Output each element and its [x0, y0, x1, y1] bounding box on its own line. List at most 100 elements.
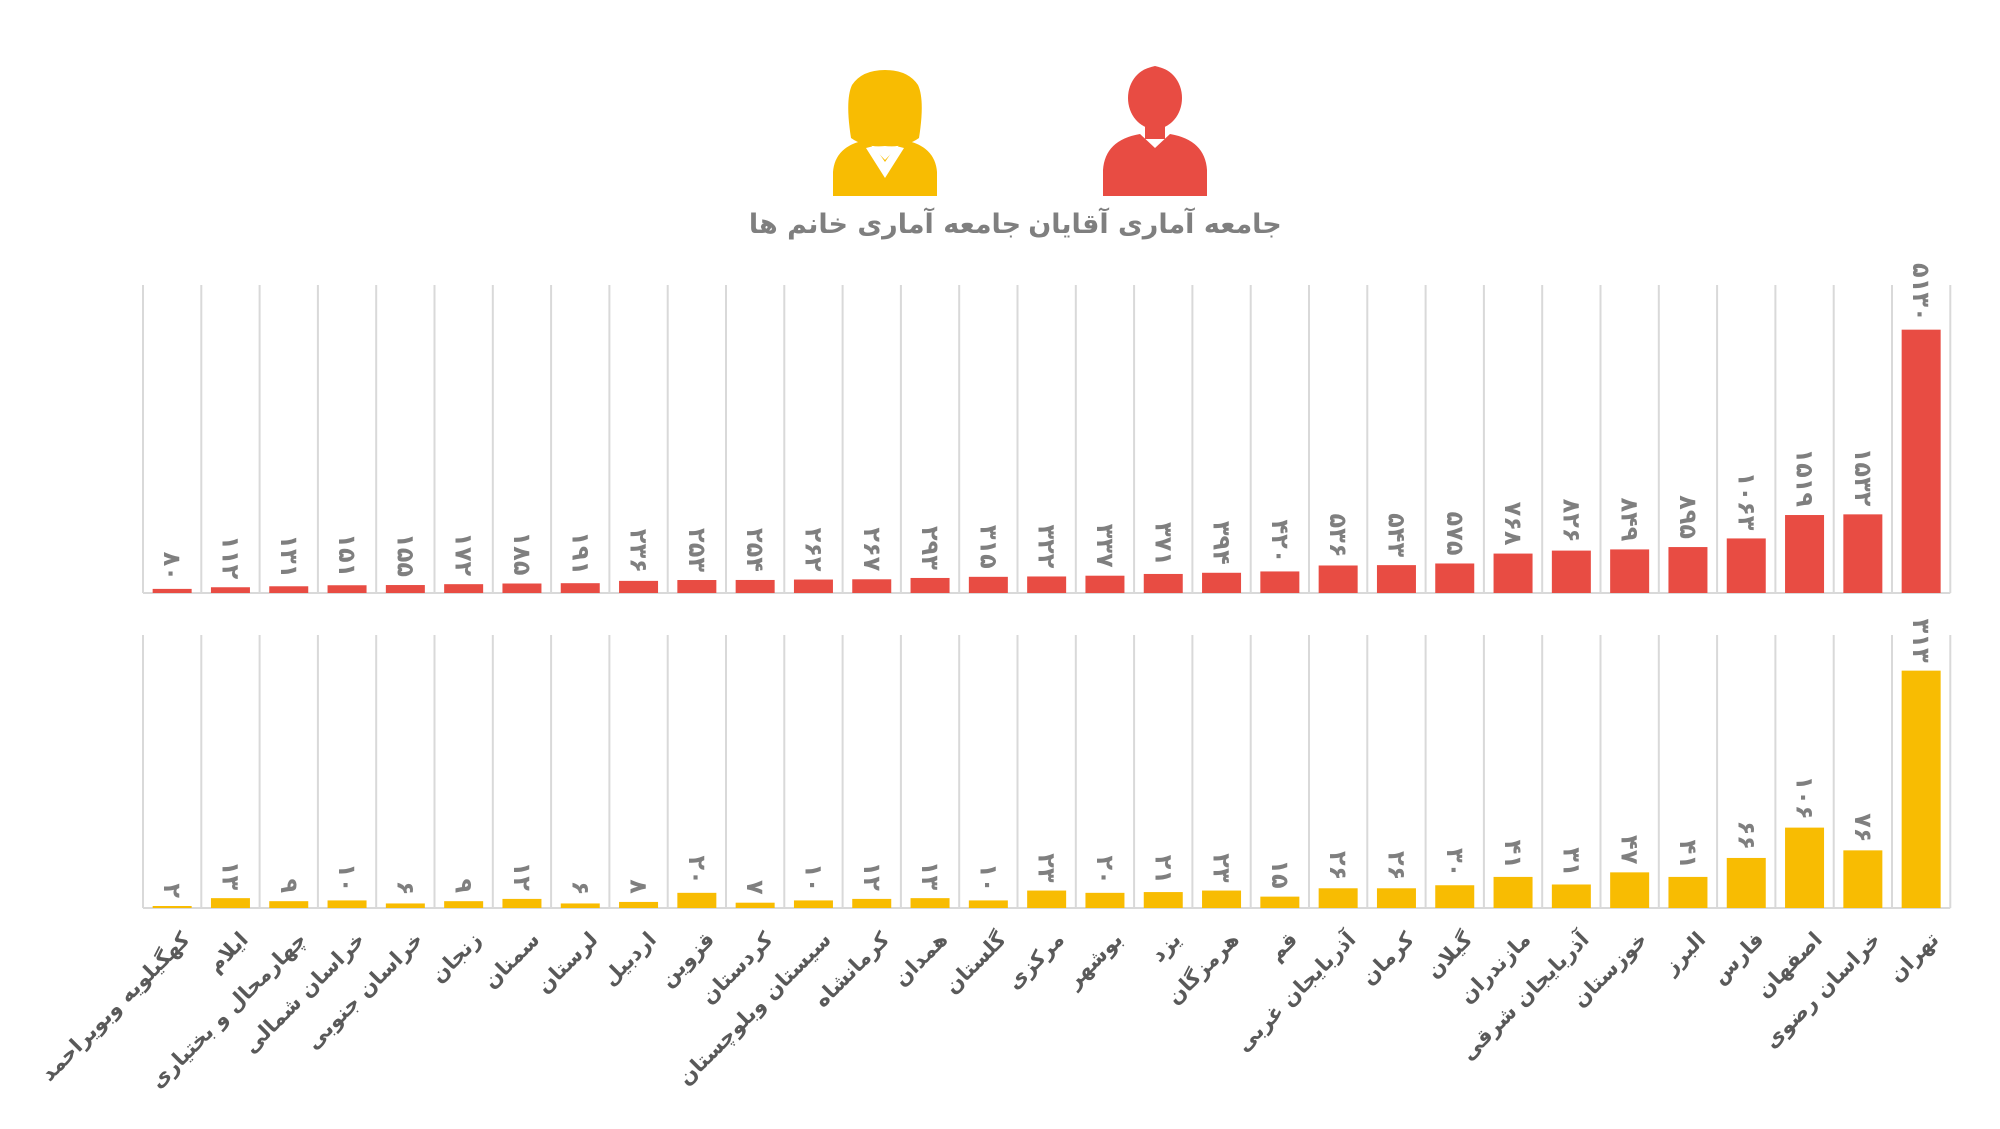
men-bar — [269, 586, 309, 593]
women-data-label: ۷ — [741, 880, 769, 895]
men-bar — [1260, 571, 1300, 593]
women-bar — [1376, 888, 1416, 908]
women-bar — [1785, 827, 1825, 908]
women-bar — [327, 900, 367, 908]
category-label: تهران — [1884, 927, 1943, 986]
men-data-label: ۲۳۶ — [625, 529, 653, 573]
men-bar — [1726, 538, 1766, 593]
women-data-label: ۱۳ — [916, 861, 944, 891]
men-bar — [1027, 576, 1067, 593]
women-data-label: ۱۲ — [508, 862, 536, 892]
men-data-label: ۸۲۶ — [1557, 499, 1585, 543]
women-bar — [793, 900, 833, 908]
women-data-label: ۱۰ — [333, 863, 361, 892]
men-bar — [793, 579, 833, 593]
men-data-label: ۳۳۷ — [1091, 524, 1119, 568]
women-bar — [1726, 857, 1766, 908]
men-data-label: ۴۲۰ — [1266, 519, 1294, 563]
men-data-label: ۸۰ — [158, 552, 186, 581]
women-data-label: ۲۳ — [1208, 853, 1236, 883]
men-data-label: ۳۱۵ — [974, 525, 1002, 569]
legend: جامعه آماری آقایان جامعه آماری خانم ها — [749, 66, 1282, 240]
men-bar — [1376, 565, 1416, 593]
women-bar — [502, 898, 542, 908]
women-bar — [1493, 876, 1533, 908]
men-data-label: ۵۱۳۰ — [1907, 263, 1935, 322]
men-bar — [560, 583, 600, 593]
men-bar — [210, 587, 250, 593]
category-label: لرستان — [532, 927, 603, 998]
men-bar-panel: ۸۰ ۱۱۲ ۱۳۱ ۱۵۱ ۱۵۵ ۱۷۲ ۱۸۵ ۱۹۱ ۲۳۶ ۲۵۳ ۲۵۴ ۲۶۲ ۲۶۷ ۲۹… — [142, 263, 1952, 594]
men-bar — [444, 584, 484, 593]
women-data-label: ۲ — [158, 883, 186, 898]
men-data-label: ۱۵۵ — [391, 533, 419, 577]
men-data-label: ۸۹۵ — [1674, 495, 1702, 539]
men-bar — [1785, 515, 1825, 593]
men-data-label: ۱۷۲ — [450, 532, 478, 576]
category-label: یزد — [1146, 927, 1185, 966]
men-bar — [1435, 563, 1475, 593]
women-bar — [619, 901, 659, 908]
men-data-label: ۲۵۴ — [741, 528, 769, 572]
men-bar — [1493, 553, 1533, 593]
men-data-label: ۷۶۸ — [1499, 502, 1527, 546]
men-bar — [152, 588, 192, 593]
women-data-label: ۳۱ — [1557, 847, 1585, 876]
men-bar — [1843, 514, 1883, 593]
men-data-label: ۱۵۳۲ — [1849, 448, 1877, 507]
men-bar — [385, 585, 425, 593]
women-bar — [385, 903, 425, 908]
women-bar — [1202, 890, 1242, 908]
women-bar — [560, 903, 600, 908]
category-label: گیلان — [1421, 926, 1478, 983]
women-data-label: ۶ — [566, 881, 594, 896]
men-bar — [1318, 565, 1358, 593]
women-bar — [1843, 850, 1883, 908]
women-data-label: ۴۱ — [1674, 840, 1702, 869]
women-bar — [152, 906, 192, 908]
men-data-label: ۲۶۲ — [799, 528, 827, 572]
women-data-label: ۹ — [450, 879, 478, 894]
category-label: گلستان — [939, 926, 1011, 998]
men-bar — [968, 576, 1008, 593]
men-data-label: ۵۴۳ — [1382, 513, 1410, 557]
women-bar — [1551, 884, 1591, 908]
category-label: قم — [1264, 927, 1302, 965]
women-data-label: ۳۱۳ — [1907, 619, 1935, 663]
women-data-label: ۱۰ — [799, 863, 827, 892]
women-data-label: ۲۳ — [1033, 853, 1061, 883]
women-bar — [1027, 890, 1067, 908]
women-bar — [1668, 876, 1708, 908]
women-bar — [1610, 872, 1650, 908]
women-bar — [1318, 888, 1358, 908]
men-bar — [735, 579, 775, 593]
women-data-label: ۱۲ — [858, 862, 886, 892]
women-bar — [1435, 885, 1475, 908]
women-bar — [852, 898, 892, 908]
men-bar — [1668, 547, 1708, 593]
women-bar — [910, 898, 950, 908]
men-data-label: ۳۷۱ — [1149, 522, 1177, 566]
women-data-label: ۸ — [625, 879, 653, 894]
men-data-label: ۳۹۴ — [1208, 521, 1236, 565]
women-bar — [444, 901, 484, 908]
women-data-label: ۹ — [275, 879, 303, 894]
women-data-label: ۲۱ — [1149, 855, 1177, 884]
men-bar — [1610, 549, 1650, 593]
legend-men-label: جامعه آماری آقایان — [1028, 207, 1282, 240]
women-data-label: ۶ — [391, 881, 419, 896]
women-bar — [735, 902, 775, 908]
category-label: زنجان — [426, 927, 486, 987]
women-data-label: ۲۶ — [1382, 851, 1410, 880]
category-label: بوشهر — [1061, 927, 1127, 993]
legend-women-label: جامعه آماری خانم ها — [749, 207, 1021, 240]
women-data-label: ۱۰۶ — [1791, 776, 1819, 820]
women-data-label: ۲۰ — [683, 856, 711, 885]
men-bar — [677, 580, 717, 593]
women-bar — [677, 892, 717, 908]
male-user-icon — [1103, 66, 1207, 196]
men-data-label: ۱۹۱ — [566, 531, 594, 575]
men-bar — [1901, 329, 1941, 593]
